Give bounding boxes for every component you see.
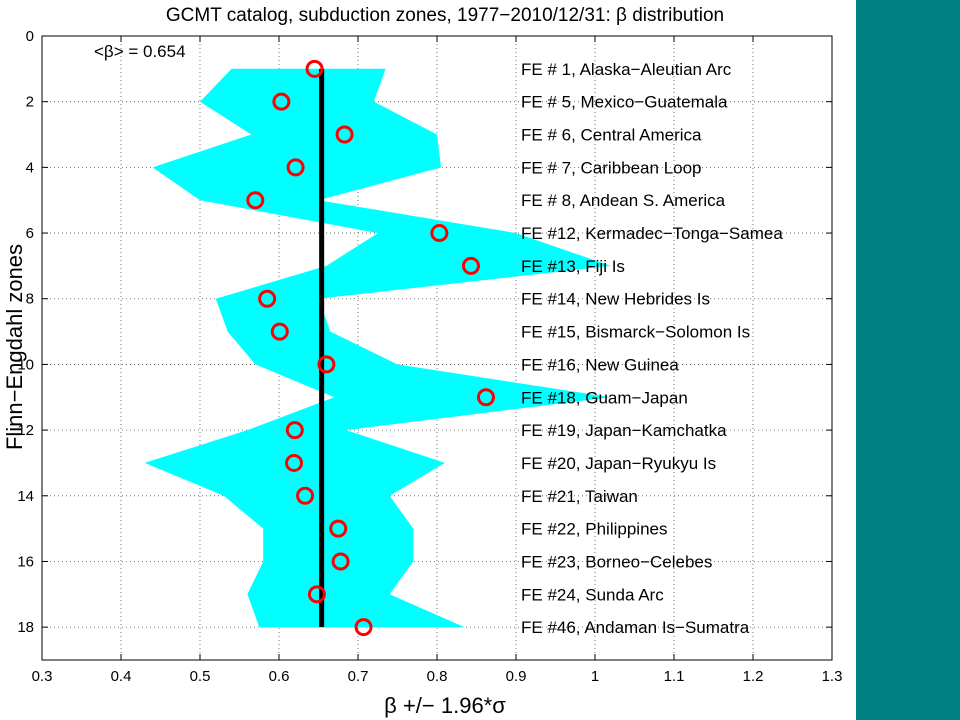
y-tick-label: 16 [17, 553, 34, 570]
beta-marker [285, 421, 304, 440]
x-tick-label: 0.4 [111, 668, 132, 685]
confidence-band [144, 68, 611, 628]
zone-label: FE #22, Philippines [521, 520, 667, 539]
mean-beta-annotation: <β> = 0.654 [94, 42, 186, 61]
beta-marker [430, 224, 449, 243]
grid-lines [42, 36, 832, 660]
zone-label: FE #46, Andaman Is−Sumatra [521, 618, 750, 637]
y-tick-label: 18 [17, 619, 34, 636]
y-tick-label: 0 [26, 28, 34, 45]
zone-label: FE # 5, Mexico−Guatemala [521, 93, 728, 112]
beta-marker [354, 618, 373, 637]
zone-label: FE #23, Borneo−Celebes [521, 552, 712, 571]
zone-label: FE # 1, Alaska−Aleutian Arc [521, 60, 732, 79]
zone-label: FE #14, New Hebrides Is [521, 290, 710, 309]
beta-marker [331, 552, 350, 571]
beta-marker [461, 256, 480, 275]
zone-label: FE #12, Kermadec−Tonga−Samea [521, 224, 783, 243]
beta-marker [270, 322, 289, 341]
y-tick-label: 2 [26, 94, 34, 111]
beta-marker [305, 59, 324, 78]
beta-markers [246, 59, 495, 637]
x-tick-label: 1.3 [822, 668, 843, 685]
zone-label: FE #13, Fiji Is [521, 257, 625, 276]
y-tick-label: 14 [17, 488, 34, 505]
beta-marker [335, 125, 354, 144]
x-tick-label: 1.1 [664, 668, 685, 685]
y-tick-label: 10 [17, 356, 34, 373]
y-tick-label: 8 [26, 291, 34, 308]
beta-marker [285, 453, 304, 472]
y-axis-label: Flinn−Engdahl zones [2, 244, 27, 450]
beta-marker [286, 158, 305, 177]
zone-label: FE #19, Japan−Kamchatka [521, 421, 727, 440]
beta-marker [329, 519, 348, 538]
y-tick-label: 4 [26, 159, 34, 176]
x-tick-label: 1.2 [743, 668, 764, 685]
slide-side-panel [856, 0, 960, 720]
beta-marker [272, 92, 291, 111]
tick-labels: 0.3 0.4 0.5 0.6 0.7 0.8 0.9 1 1.1 1.2 1.3 0 2 4 6 8 10 12… [17, 28, 842, 685]
x-tick-label: 0.7 [348, 668, 369, 685]
beta-marker [476, 388, 495, 407]
beta-marker [296, 486, 315, 505]
zone-label: FE #21, Taiwan [521, 487, 638, 506]
x-tick-label: 0.5 [190, 668, 211, 685]
x-tick-label: 0.3 [32, 668, 53, 685]
x-tick-label: 1 [591, 668, 599, 685]
axes-frame [41, 35, 833, 661]
zone-label: FE #20, Japan−Ryukyu Is [521, 454, 716, 473]
x-tick-label: 0.8 [427, 668, 448, 685]
zone-label: FE #24, Sunda Arc [521, 585, 664, 604]
x-tick-label: 0.6 [269, 668, 290, 685]
beta-marker [258, 289, 277, 308]
beta-marker [317, 355, 336, 374]
zone-label: FE #15, Bismarck−Solomon Is [521, 323, 750, 342]
zone-label: FE # 6, Central America [521, 126, 702, 145]
x-axis-label: β +/− 1.96*σ [384, 693, 506, 718]
zone-label: FE # 7, Caribbean Loop [521, 158, 702, 177]
zone-label: FE #16, New Guinea [521, 355, 679, 374]
chart-title: GCMT catalog, subduction zones, 1977−201… [166, 5, 724, 26]
x-tick-label: 0.9 [506, 668, 527, 685]
y-tick-label: 12 [17, 422, 34, 439]
beta-marker [307, 585, 326, 604]
zone-labels: FE # 1, Alaska−Aleutian Arc FE # 5, Mexic… [521, 60, 783, 637]
y-tick-label: 6 [26, 225, 34, 242]
zone-label: FE # 8, Andean S. America [521, 191, 726, 210]
zone-label: FE #18, Guam−Japan [521, 388, 688, 407]
beta-marker [246, 191, 265, 210]
